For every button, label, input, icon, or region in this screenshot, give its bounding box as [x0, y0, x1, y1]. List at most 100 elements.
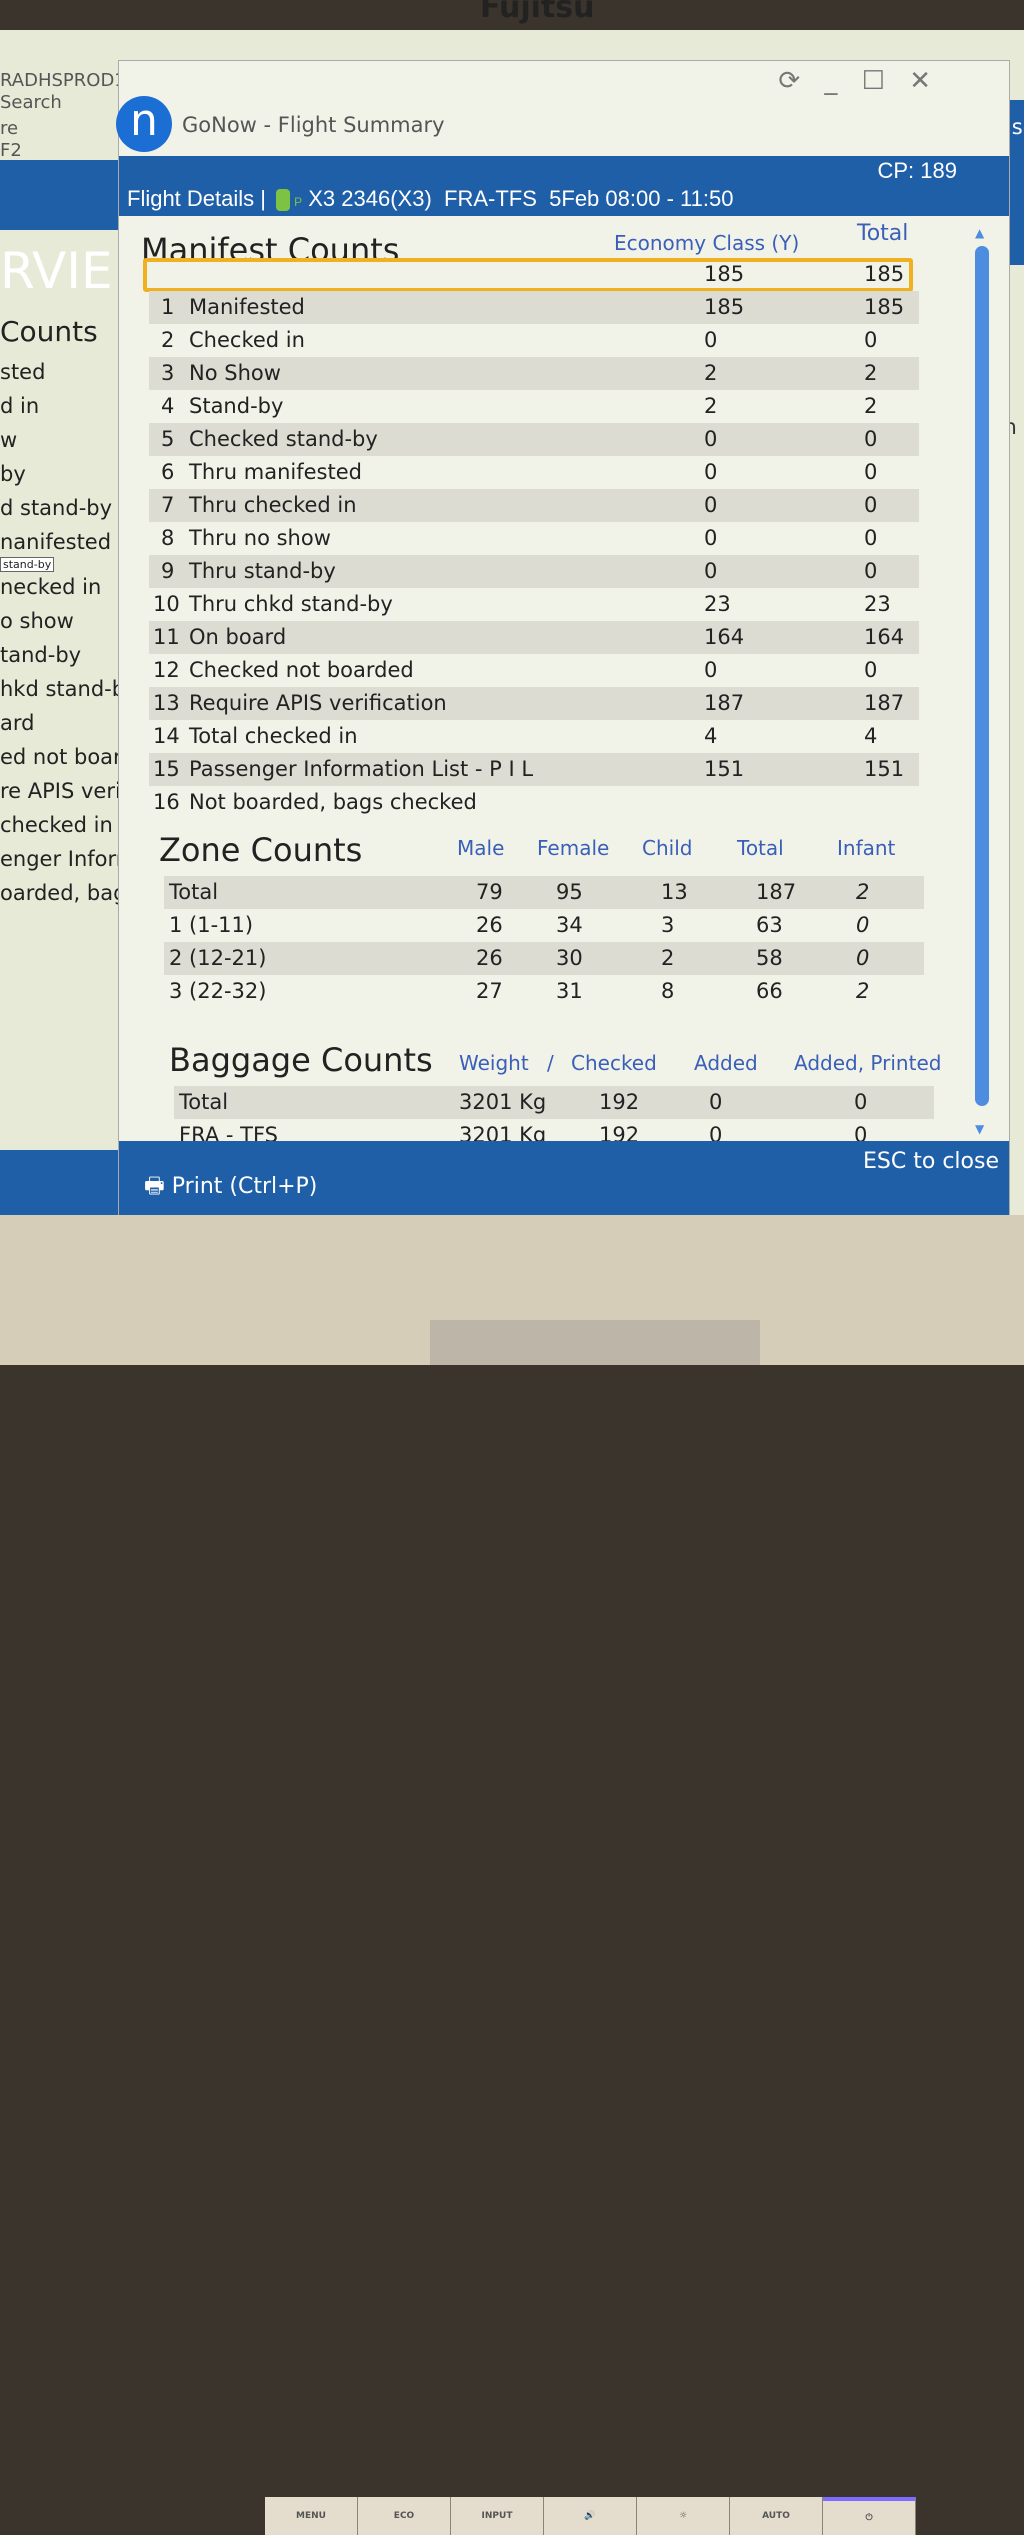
- manifest-row[interactable]: 1 Manifested 185 185: [149, 291, 919, 324]
- total-value: 185: [864, 262, 905, 286]
- economy-value: 151: [704, 757, 745, 781]
- zone-value: 3: [661, 913, 675, 937]
- economy-value: 0: [704, 493, 718, 517]
- zone-row[interactable]: 2 (12-21) 26 30 2 58 0: [164, 942, 924, 975]
- row-label: Not boarded, bags checked: [189, 790, 477, 814]
- row-number: 4: [161, 394, 175, 418]
- row-number: 11: [153, 625, 180, 649]
- economy-value: 0: [704, 658, 718, 682]
- background-item[interactable]: re APIS verific: [0, 779, 118, 803]
- column-economy: Economy Class (Y): [614, 231, 800, 255]
- zone-value: 2: [856, 979, 870, 1003]
- manifest-row[interactable]: 7 Thru checked in 0 0: [149, 489, 919, 522]
- background-item[interactable]: w: [0, 428, 18, 452]
- manifest-row[interactable]: 9 Thru stand-by 0 0: [149, 555, 919, 588]
- background-item[interactable]: ed not boarde: [0, 745, 118, 769]
- background-item[interactable]: sted: [0, 360, 46, 384]
- manifest-row[interactable]: 5 Checked stand-by 0 0: [149, 423, 919, 456]
- total-value: 23: [864, 592, 891, 616]
- monitor-button[interactable]: MENU: [265, 2497, 358, 2535]
- flight-summary-dialog: n GoNow - Flight Summary ⟳ _ ☐ ✕ Flight …: [116, 60, 1010, 1220]
- manifest-row[interactable]: 4 Stand-by 2 2: [149, 390, 919, 423]
- total-value: 187: [864, 691, 905, 715]
- total-value: 0: [864, 328, 878, 352]
- manifest-row[interactable]: 2 Checked in 0 0: [149, 324, 919, 357]
- manifest-row[interactable]: 10 Thru chkd stand-by 23 23: [149, 588, 919, 621]
- background-item[interactable]: oarded, bags: [0, 881, 118, 905]
- row-label: Passenger Information List - P I L: [189, 757, 534, 781]
- manifest-row[interactable]: 6 Thru manifested 0 0: [149, 456, 919, 489]
- zone-label: 3 (22-32): [169, 979, 267, 1003]
- background-item[interactable]: nanifested: [0, 530, 112, 554]
- manifest-row[interactable]: 16 Not boarded, bags checked: [149, 786, 919, 819]
- row-number: 16: [153, 790, 180, 814]
- background-item[interactable]: by: [0, 462, 26, 486]
- economy-value: 185: [704, 262, 745, 286]
- manifest-row[interactable]: 11 On board 164 164: [149, 621, 919, 654]
- manifest-row[interactable]: 13 Require APIS verification 187 187: [149, 687, 919, 720]
- background-item[interactable]: necked in: [0, 575, 102, 599]
- total-value: 0: [864, 526, 878, 550]
- baggage-column: Added, Printed: [794, 1051, 942, 1075]
- baggage-column: /: [547, 1051, 554, 1075]
- background-item: Search: [0, 92, 62, 113]
- esc-close-hint[interactable]: ESC to close: [863, 1149, 999, 1174]
- zone-row[interactable]: Total 79 95 13 187 2: [164, 876, 924, 909]
- baggage-row[interactable]: Total 3201 Kg 192 0 0: [174, 1086, 934, 1119]
- background-blue-bar: [0, 160, 118, 230]
- monitor-button[interactable]: AUTO: [730, 2497, 823, 2535]
- total-value: 4: [864, 724, 878, 748]
- row-number: 13: [153, 691, 180, 715]
- background-item[interactable]: o show: [0, 609, 74, 633]
- zone-value: 63: [756, 913, 783, 937]
- zone-value: 30: [556, 946, 583, 970]
- monitor-button[interactable]: ☼: [637, 2497, 730, 2535]
- monitor-button[interactable]: ⏻: [823, 2497, 916, 2535]
- gonow-logo: n: [116, 96, 172, 152]
- economy-value: 185: [704, 295, 745, 319]
- row-number: 2: [161, 328, 175, 352]
- background-item[interactable]: checked in: [0, 813, 113, 837]
- manifest-row[interactable]: 14 Total checked in 4 4: [149, 720, 919, 753]
- monitor-button[interactable]: ECO: [358, 2497, 451, 2535]
- window-controls[interactable]: ⟳ _ ☐ ✕: [778, 66, 939, 96]
- economy-value: 23: [704, 592, 731, 616]
- zone-value: 66: [756, 979, 783, 1003]
- scroll-up-icon[interactable]: ▲: [975, 226, 985, 240]
- row-label: Thru no show: [189, 526, 331, 550]
- manifest-title: Manifest Counts: [141, 231, 400, 269]
- weight-value: 3201 Kg: [459, 1090, 547, 1114]
- economy-value: 164: [704, 625, 745, 649]
- scrollbar[interactable]: ▲ ▼: [975, 226, 989, 1136]
- zone-row[interactable]: 3 (22-32) 27 31 8 66 2: [164, 975, 924, 1008]
- manifest-row[interactable]: 12 Checked not boarded 0 0: [149, 654, 919, 687]
- print-label: Print (Ctrl+P): [171, 1174, 318, 1199]
- background-item[interactable]: d stand-by: [0, 496, 113, 520]
- background-item[interactable]: enger Informat: [0, 847, 118, 871]
- monitor-button[interactable]: 🔊: [544, 2497, 637, 2535]
- print-button[interactable]: 🖶 Print (Ctrl+P): [144, 1169, 317, 1207]
- zone-row[interactable]: 1 (1-11) 26 34 3 63 0: [164, 909, 924, 942]
- row-number: 9: [161, 559, 175, 583]
- row-label: Thru checked in: [189, 493, 357, 517]
- total-value: 0: [864, 460, 878, 484]
- row-number: 12: [153, 658, 180, 682]
- zone-value: 13: [661, 880, 688, 904]
- added-value: 0: [709, 1090, 723, 1114]
- background-item[interactable]: Counts: [0, 315, 98, 348]
- background-item[interactable]: ard: [0, 711, 35, 735]
- economy-value: 2: [704, 361, 718, 385]
- manifest-row[interactable]: 8 Thru no show 0 0: [149, 522, 919, 555]
- background-item[interactable]: hkd stand-by: [0, 677, 118, 701]
- zone-value: 2: [661, 946, 675, 970]
- manifest-row[interactable]: 3 No Show 2 2: [149, 357, 919, 390]
- zone-title: Zone Counts: [159, 831, 363, 869]
- monitor-button[interactable]: INPUT: [451, 2497, 544, 2535]
- scroll-down-icon[interactable]: ▼: [975, 1122, 985, 1136]
- background-item[interactable]: d in: [0, 394, 40, 418]
- checked-value: 192: [599, 1090, 640, 1114]
- monitor-screen: RADHSPROD1SearchreF2FRA-Teparts in 44RVI…: [0, 30, 1024, 1220]
- manifest-row[interactable]: 15 Passenger Information List - P I L 151 1…: [149, 753, 919, 786]
- scroll-thumb[interactable]: [975, 246, 989, 1106]
- background-item[interactable]: tand-by: [0, 643, 82, 667]
